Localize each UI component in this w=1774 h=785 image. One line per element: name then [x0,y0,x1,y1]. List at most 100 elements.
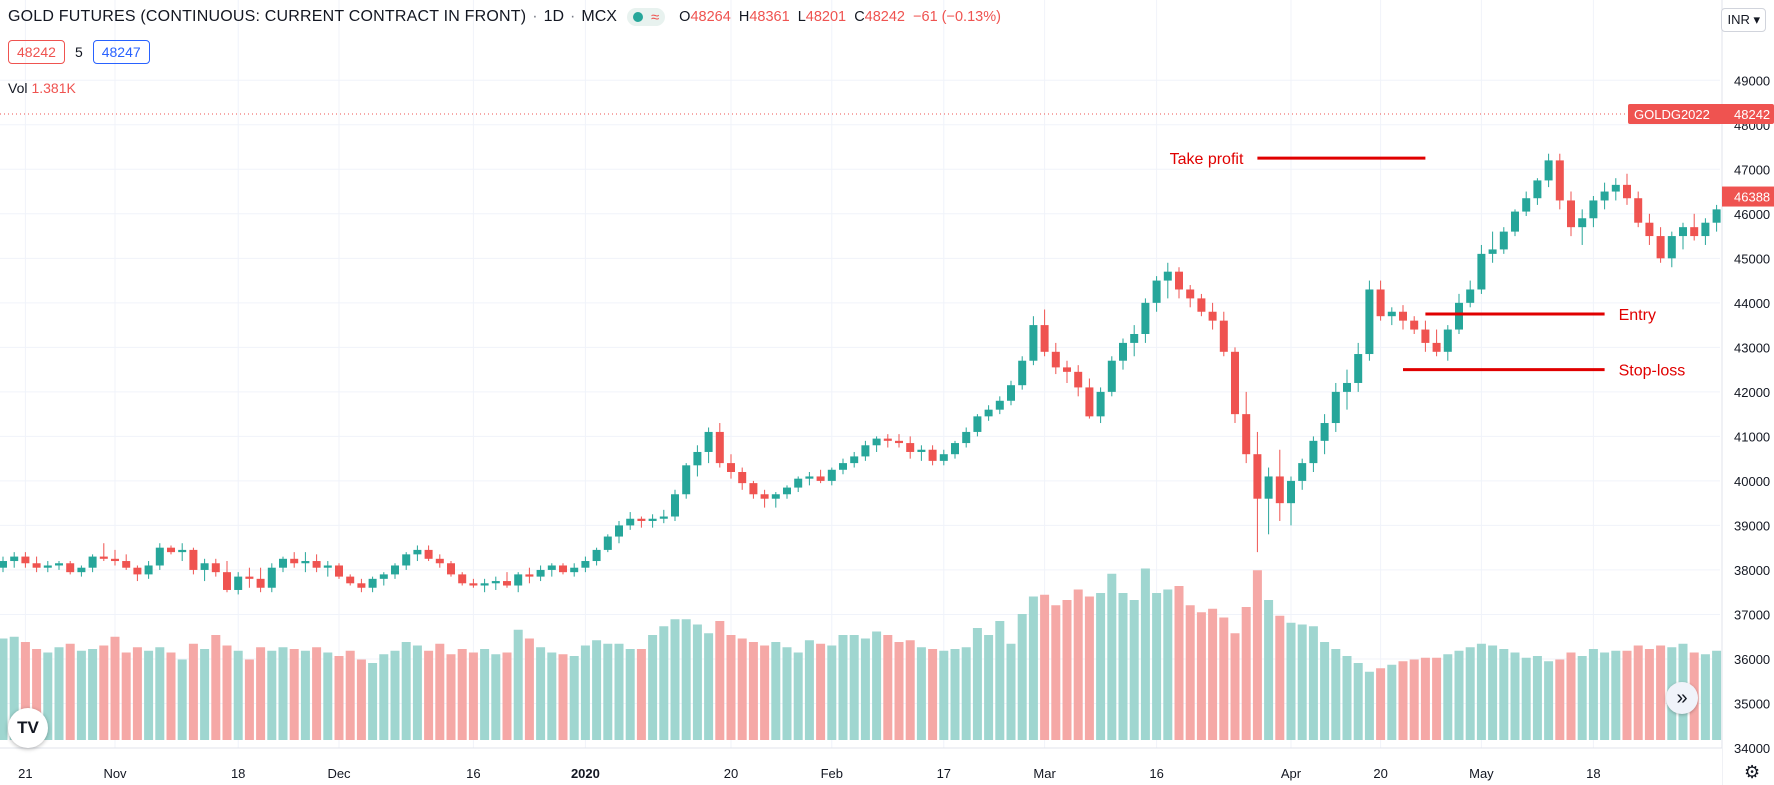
price-axis-bg [1722,0,1774,785]
candle-body [167,547,175,553]
volume-bar [737,638,747,740]
x-tick-label: 20 [1373,766,1387,781]
candle-body [1533,180,1542,199]
candle-body [1219,320,1228,352]
candle-body [379,574,388,579]
volume-bar [244,659,254,740]
candle-body [1365,289,1374,355]
volume-bar [65,643,75,740]
candle-body [346,576,355,584]
x-tick-label: 18 [231,766,245,781]
candle-body [503,581,511,586]
candle-body [895,440,903,444]
market-status-badge[interactable]: ≈ [626,8,666,26]
volume-bar [1600,652,1610,740]
volume-bar [1073,589,1083,740]
volume-bar [1040,594,1050,740]
candle-body [66,563,75,573]
candle-body [839,463,847,470]
volume-bar [88,649,98,740]
candle-body [995,400,1004,410]
candle-body [738,472,747,484]
candle-body [335,565,343,577]
y-tick-label: 34000 [1734,741,1770,756]
volume-bar [513,629,523,740]
volume-bar [222,645,232,740]
candle-body [1567,200,1575,228]
candle-body [1242,414,1251,455]
candle-body [514,574,523,586]
candle-body [1634,198,1643,223]
candle-body [1264,476,1273,499]
volume-bar [603,643,613,740]
x-tick-label: Dec [327,766,351,781]
volume-bar [872,631,882,740]
volume-bar [1163,589,1173,740]
candle-body [178,549,187,553]
interval-label[interactable]: 1D [543,8,565,25]
volume-bar [1028,596,1038,740]
candle-body [951,443,959,455]
volume-bar [1252,570,1262,740]
gear-icon[interactable]: ⚙ [1744,762,1761,782]
candle-body [458,574,467,584]
candle-body [1589,200,1598,219]
volume-bar [849,635,859,740]
currency-selector[interactable]: INR ▾ [1721,8,1766,32]
symbol-title[interactable]: GOLD FUTURES (CONTINUOUS: CURRENT CONTRA… [8,8,527,25]
volume-bar [860,638,870,740]
sell-button[interactable]: 48242 [8,40,65,64]
candle-body [962,431,971,444]
candle-body [1477,253,1486,290]
volume-bar [480,649,490,740]
candle-body [1544,160,1553,181]
candle-body [1645,222,1654,237]
volume-bar [827,645,837,740]
volume-bar [715,621,725,740]
volume-bar [681,619,691,740]
volume-bar [1398,661,1408,740]
candle-body [77,567,86,573]
volume-bar [99,645,109,740]
volume-bar [211,635,221,740]
candle-body [1119,342,1127,361]
candle-body [559,565,567,573]
volume-bar [547,652,557,740]
volume-bar [614,643,624,740]
x-tick-label: 18 [1586,766,1600,781]
candle-body [10,556,19,562]
candle-body [245,576,254,579]
double-chevron-right-icon[interactable]: » [1666,682,1698,714]
candle-body [469,583,478,586]
buy-button[interactable]: 48247 [92,40,150,64]
candle-body [637,518,646,521]
volume-bar [356,659,366,740]
volume-bar [1432,657,1442,740]
volume-bar [1488,645,1498,740]
candle-body [1499,231,1508,250]
candle-body [312,561,321,568]
volume-bar [1588,649,1598,740]
current-price-label: 46388 [1734,190,1770,205]
candle-body [1701,222,1710,237]
volume-bar [188,643,198,740]
candle-body [402,554,411,566]
volume-bar [334,656,344,740]
candle-body [1152,280,1161,303]
candle-body [816,476,825,481]
candle-body [1309,440,1318,464]
candle-body [1623,184,1631,199]
candle-body [1208,311,1217,321]
y-tick-label: 35000 [1734,696,1770,711]
candle-body [1522,198,1531,212]
volume-bar [1420,657,1430,740]
volume-bar [1286,622,1296,740]
volume-bar [1275,615,1285,740]
volume-bar [424,650,434,740]
candle-body [391,565,399,575]
tradingview-logo[interactable]: TV [8,708,48,748]
volume-bar [883,635,893,740]
volume-bar [446,654,456,740]
candle-body [1040,325,1049,352]
